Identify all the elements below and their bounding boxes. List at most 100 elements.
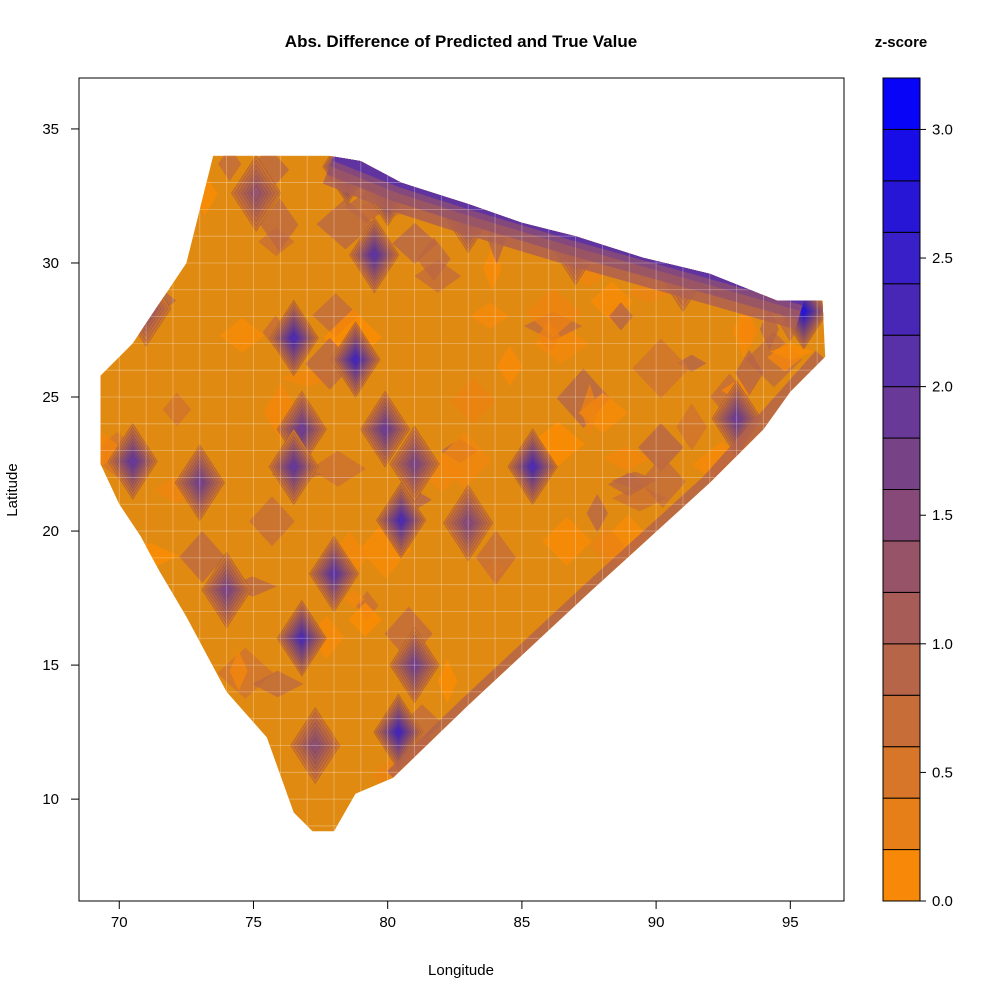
y-tick-label: 25 [42, 389, 59, 406]
colorbar-cell [882, 797, 921, 851]
contour-patch [525, 287, 582, 338]
contour-level [309, 736, 322, 755]
chart-title: Abs. Difference of Predicted and True Va… [285, 32, 637, 51]
contour-patch [676, 354, 707, 372]
contour-patch [162, 392, 192, 427]
hotspot [276, 390, 327, 468]
contour-level [396, 513, 406, 528]
colorbar-tick-label: 3.0 [932, 121, 953, 138]
x-axis: 70 75 80 85 90 95 [111, 901, 799, 931]
y-axis: 10 15 20 25 30 35 [42, 121, 79, 808]
contour-patch [251, 670, 304, 698]
contour-level [194, 474, 205, 491]
contour-patch [735, 349, 764, 396]
colorbar-cell [882, 746, 921, 799]
contour-patch [344, 191, 390, 223]
contour-patch [419, 454, 464, 493]
contour-level [393, 724, 404, 740]
colorbar-cell [882, 77, 921, 130]
colorbar-tick-label: 2.0 [932, 379, 953, 396]
contour-level [409, 455, 420, 473]
hotspot [308, 535, 360, 613]
colorbar-cell [882, 231, 921, 285]
contour-patch [639, 455, 686, 508]
colorbar-cell [882, 437, 921, 490]
colorbar-ticks: 0.0 0.5 1.0 1.5 2.0 2.5 3.0 [920, 121, 953, 910]
contour-level [250, 184, 262, 203]
hotspot [290, 707, 341, 785]
x-tick-label: 70 [111, 914, 128, 931]
contour-patch [601, 446, 652, 471]
contour-patch [219, 318, 265, 353]
contour-level [127, 453, 138, 470]
contour-patch [218, 155, 242, 182]
plot-panel [78, 77, 845, 902]
contour-level [297, 631, 307, 646]
contour-patch [359, 519, 412, 579]
contour-patch [348, 602, 382, 637]
hotspot [711, 379, 762, 457]
y-tick-label: 35 [42, 121, 59, 138]
hotspot [330, 320, 381, 398]
contour-patch [609, 302, 633, 331]
contour-level [288, 458, 299, 475]
contour-level [329, 566, 339, 582]
hotspot [174, 444, 225, 522]
contour-patch [534, 323, 589, 364]
contour-level [731, 410, 742, 427]
contour-patch [392, 222, 438, 264]
colorbar-tick-label: 2.5 [932, 250, 953, 267]
contour-patch [638, 423, 684, 472]
colorbar-cell [882, 540, 921, 593]
x-axis-label: Longitude [428, 962, 494, 979]
contour-patch [437, 659, 458, 704]
hotspot [107, 422, 158, 500]
contour-patch [343, 590, 365, 609]
contour-level [296, 421, 307, 438]
colorbar-cell [882, 591, 921, 645]
y-tick-label: 15 [42, 657, 59, 674]
contour-patch [612, 485, 667, 512]
y-tick-label: 20 [42, 523, 59, 540]
contour-level [409, 657, 420, 673]
contour-patch [278, 369, 336, 387]
contour-patch [470, 302, 509, 330]
colorbar-cell [882, 694, 921, 748]
contour-patch [607, 472, 650, 497]
hotspot [507, 428, 558, 506]
contour-level [289, 330, 299, 346]
colorbar-cell [882, 180, 921, 233]
hotspot [268, 299, 319, 377]
colorbar-title: z-score [875, 34, 928, 51]
x-tick-label: 85 [514, 914, 531, 931]
contour-patch [153, 476, 199, 504]
contour-patch [450, 377, 496, 425]
x-tick-label: 90 [648, 914, 665, 931]
colorbar-cells [882, 77, 921, 902]
contour-patch [542, 516, 592, 566]
contour-patch [676, 403, 707, 451]
hotspot [443, 484, 494, 562]
y-tick-label: 10 [42, 791, 59, 808]
x-tick-label: 95 [782, 914, 799, 931]
contour-patch [260, 197, 299, 252]
hotspot [201, 551, 252, 629]
contour-patch [249, 496, 295, 547]
hotspot [389, 425, 440, 503]
contour-level [527, 459, 538, 474]
hotspot [359, 390, 411, 468]
colorbar-cell [882, 849, 921, 902]
colorbar-tick-label: 1.0 [932, 636, 953, 653]
contour-patch [229, 650, 248, 692]
hotspot [349, 216, 400, 294]
contour-level [369, 247, 380, 263]
contour-patch [475, 530, 517, 585]
colorbar-cell [882, 283, 921, 336]
contour-patch [416, 237, 451, 281]
y-axis-label: Latitude [4, 463, 21, 516]
contour-patch [316, 198, 375, 250]
contour-patch [530, 421, 585, 467]
contour-patch [497, 345, 523, 387]
y-tick-label: 30 [42, 255, 59, 272]
